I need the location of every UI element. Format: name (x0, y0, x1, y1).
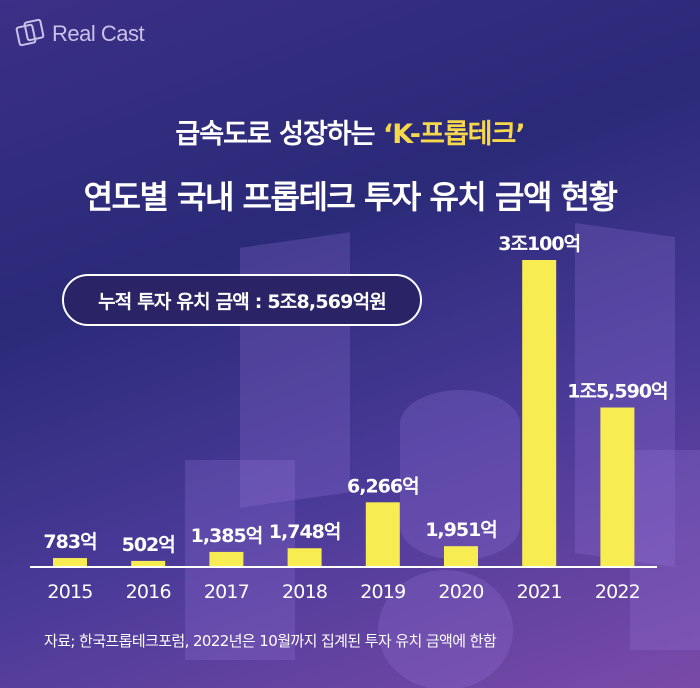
bar-2018 (287, 548, 322, 566)
data-label-2019: 6,266억 (347, 475, 419, 497)
data-label-2021: 3조100억 (498, 233, 580, 255)
cumulative-total-badge: 누적 투자 유치 금액 : 5조8,569억원 (62, 274, 422, 326)
bar-2022 (600, 407, 635, 566)
server-illustration (630, 450, 700, 650)
subtitle-text: 급속도로 성장하는 (175, 119, 383, 150)
bar-2016 (131, 560, 166, 566)
bar-2019 (365, 502, 400, 566)
data-label-2020: 1,951억 (425, 519, 497, 541)
data-label-2015: 783억 (43, 531, 96, 553)
subtitle: 급속도로 성장하는 ‘K-프롭테크’ (0, 112, 700, 151)
x-tick-label-2022: 2022 (595, 581, 640, 603)
source-footnote: 자료; 한국프롭테크포럼, 2022년은 10월까지 집계된 투자 유치 금액에… (44, 632, 497, 650)
x-tick-label-2015: 2015 (47, 581, 92, 603)
bar-2017 (209, 551, 244, 566)
bar-2015 (53, 558, 87, 566)
lightbulb-illustration (378, 570, 513, 688)
bar-2021 (522, 260, 557, 566)
logo-icon (15, 18, 45, 47)
x-tick-label-2020: 2020 (438, 581, 483, 603)
data-label-2022: 1조5,590억 (567, 381, 667, 403)
x-tick-label-2019: 2019 (360, 581, 405, 603)
x-tick-label-2016: 2016 (126, 581, 171, 603)
x-tick-label-2021: 2021 (517, 581, 562, 603)
subtitle-highlight: ‘K-프롭테크’ (382, 119, 526, 150)
data-label-2016: 502억 (122, 534, 175, 556)
logo-text: Real Cast (52, 21, 145, 46)
bar-2020 (444, 546, 478, 566)
data-label-2018: 1,748억 (269, 521, 341, 543)
logo: Real Cast (14, 18, 145, 50)
data-label-2017: 1,385억 (191, 525, 263, 547)
x-tick-label-2018: 2018 (282, 581, 327, 603)
chart-title: 연도별 국내 프롭테크 투자 유치 금액 현황 (83, 178, 618, 216)
x-tick-label-2017: 2017 (204, 581, 249, 603)
stack-illustration (400, 390, 520, 560)
